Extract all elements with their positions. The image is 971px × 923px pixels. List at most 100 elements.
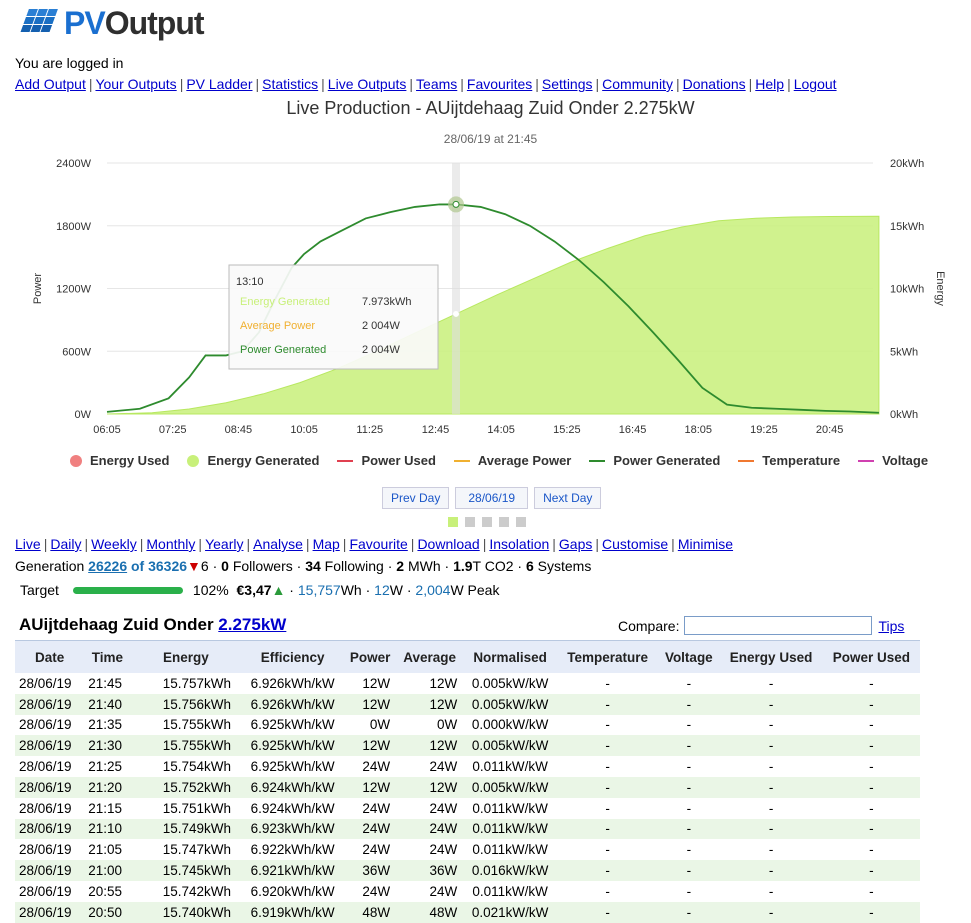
output-table: Date Time Energy Efficiency Power Average Norm… (15, 640, 920, 923)
table-cell: 0.011kW/kW (472, 842, 548, 858)
view-link-favourite[interactable]: Favourite (349, 536, 408, 552)
table-cell: 6.919kWh/kW (241, 901, 345, 923)
pager-dot[interactable] (482, 517, 492, 527)
view-link-map[interactable]: Map (312, 536, 340, 552)
y-right-tick-label: 15kWh (890, 221, 924, 233)
prev-day-button[interactable]: Prev Day (382, 487, 450, 509)
nav-link-favourites[interactable]: Favourites (466, 76, 533, 92)
nav-link-logout[interactable]: Logout (793, 76, 837, 92)
pager-dot[interactable] (516, 517, 526, 527)
view-link-download[interactable]: Download (417, 536, 480, 552)
table-cell: - (869, 675, 874, 691)
nav-link-statistics[interactable]: Statistics (262, 76, 319, 92)
table-cell: - (768, 717, 774, 733)
system-size-link[interactable]: 2.275kW (218, 615, 287, 634)
table-cell: 21:45 (88, 675, 123, 691)
column-header[interactable]: Power (344, 640, 397, 673)
legend-item[interactable]: Power Generated (589, 453, 720, 468)
target-percent: 102% (192, 582, 229, 598)
table-cell: 6.924kWh/kW (241, 776, 345, 798)
table-cell: 28/06/19 (15, 693, 85, 715)
table-cell: 24W (344, 818, 397, 840)
column-header[interactable]: Date (15, 640, 85, 673)
view-link-minimise[interactable]: Minimise (677, 536, 734, 552)
table-cell: 15.742kWh (162, 883, 231, 899)
column-header[interactable]: Normalised (463, 640, 557, 673)
nav-link-add-output[interactable]: Add Output (15, 76, 86, 92)
table-cell: - (658, 776, 720, 798)
table-cell: 6.921kWh/kW (241, 860, 345, 881)
view-link-insolation[interactable]: Insolation (489, 536, 550, 552)
legend-item[interactable]: Temperature (738, 453, 840, 468)
date-display[interactable]: 28/06/19 (455, 487, 529, 509)
column-header[interactable]: Temperature (556, 640, 659, 673)
nav-separator: | (305, 536, 310, 552)
nav-link-community[interactable]: Community (602, 76, 673, 92)
table-cell: 24W (429, 759, 458, 775)
nav-link-teams[interactable]: Teams (416, 76, 458, 92)
view-link-daily[interactable]: Daily (50, 536, 82, 552)
legend-item[interactable]: Average Power (453, 453, 571, 468)
view-link-gaps[interactable]: Gaps (558, 536, 593, 552)
legend-item[interactable]: Energy Used (70, 453, 169, 468)
nav-link-pv-ladder[interactable]: PV Ladder (186, 76, 253, 92)
view-link-monthly[interactable]: Monthly (146, 536, 196, 552)
nav-separator: | (84, 536, 89, 552)
column-header[interactable]: Energy (130, 640, 242, 673)
systems-label: Systems (537, 558, 592, 574)
nav-link-live-outputs[interactable]: Live Outputs (327, 76, 407, 92)
view-link-yearly[interactable]: Yearly (205, 536, 244, 552)
column-header[interactable]: Efficiency (241, 640, 345, 673)
table-cell: 12W (344, 735, 397, 757)
table-row: 28/06/19 21:05 15.747kWh 6.922kWh/kW 24W 24W 0… (15, 839, 920, 860)
table-cell: 0.005kW/kW (471, 675, 549, 691)
view-link-customise[interactable]: Customise (602, 536, 669, 552)
column-header[interactable]: Voltage (658, 640, 720, 673)
column-header[interactable]: Power Used (822, 640, 920, 673)
pager-dot[interactable] (499, 517, 509, 527)
table-cell: - (719, 818, 823, 840)
pager-dot[interactable] (448, 517, 458, 527)
nav-separator: | (88, 76, 93, 92)
legend-item[interactable]: Voltage (858, 453, 928, 468)
system-heading: AUijtdehaag Zuid Onder 2.275kW (19, 615, 286, 635)
nav-link-settings[interactable]: Settings (541, 76, 593, 92)
table-cell: 12W (396, 693, 464, 715)
table-cell: 28/06/19 (15, 901, 85, 923)
tips-link[interactable]: Tips (878, 617, 905, 634)
live-production-chart[interactable]: 0W 600W 1200W 1800W 2400W 0kWh 5kWh 10kWh 15kWh 2… (0, 150, 971, 448)
view-link-weekly[interactable]: Weekly (91, 536, 137, 552)
generation-rank-link[interactable]: 26226 (88, 558, 128, 574)
view-link-analyse[interactable]: Analyse (253, 536, 303, 552)
column-header[interactable]: Time (84, 640, 131, 673)
table-cell: 36W (344, 860, 397, 881)
pager-dot[interactable] (465, 517, 475, 527)
table-cell: 15.745kWh (130, 860, 242, 881)
table-row: 28/06/19 21:10 15.749kWh 6.923kWh/kW 24W 24W 0… (15, 818, 920, 840)
legend-item[interactable]: Energy Generated (187, 453, 319, 468)
table-cell: - (658, 693, 720, 715)
table-cell: 48W (344, 901, 397, 923)
nav-link-your-outputs[interactable]: Your Outputs (95, 76, 177, 92)
table-cell: 0.000kW/kW (471, 717, 549, 733)
table-cell: 21:15 (88, 800, 123, 816)
table-cell: - (605, 717, 610, 733)
nav-link-help[interactable]: Help (755, 76, 785, 92)
pvoutput-logo[interactable]: PVOutput (16, 4, 205, 42)
table-cell: 0.005kW/kW (463, 693, 557, 715)
table-cell: 28/06/19 (15, 776, 85, 798)
nav-separator: | (43, 536, 48, 552)
compare-input[interactable] (684, 616, 873, 635)
next-day-button[interactable]: Next Day (534, 487, 602, 509)
table-cell: 28/06/19 (15, 860, 85, 881)
column-header[interactable]: Average (396, 640, 464, 673)
nav-separator: | (321, 76, 325, 92)
table-cell: 12W (396, 776, 464, 798)
column-header[interactable]: Energy Used (719, 640, 823, 673)
view-link-live[interactable]: Live (15, 536, 41, 552)
table-cell: - (822, 735, 920, 757)
nav-link-donations[interactable]: Donations (682, 76, 746, 92)
legend-item[interactable]: Power Used (337, 453, 436, 468)
legend-marker (738, 459, 755, 462)
table-cell: 15.755kWh (162, 717, 231, 733)
